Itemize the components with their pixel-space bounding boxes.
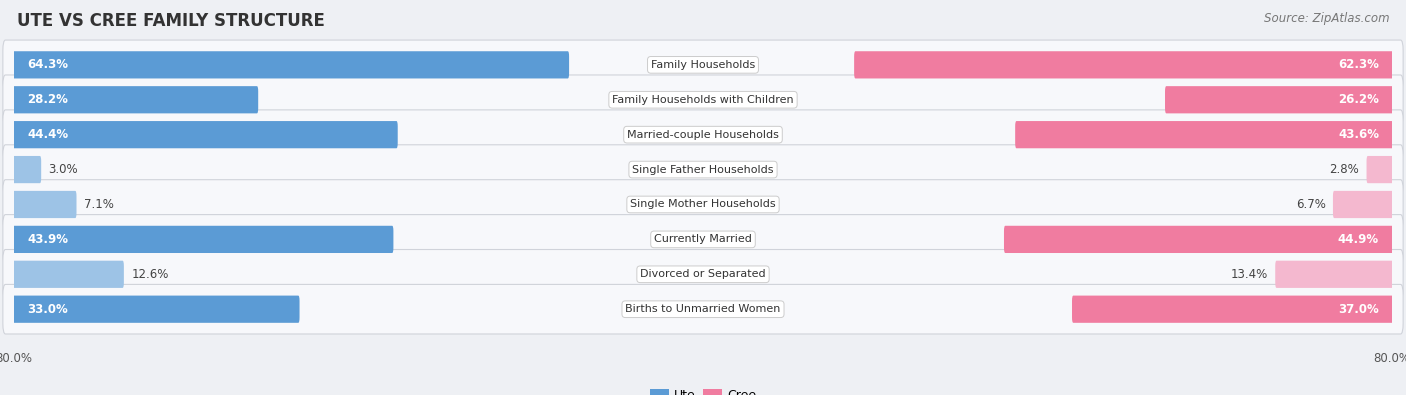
Text: Currently Married: Currently Married bbox=[654, 234, 752, 245]
FancyBboxPatch shape bbox=[3, 214, 1403, 264]
Text: Source: ZipAtlas.com: Source: ZipAtlas.com bbox=[1264, 12, 1389, 25]
Text: Married-couple Households: Married-couple Households bbox=[627, 130, 779, 140]
Text: Single Mother Households: Single Mother Households bbox=[630, 199, 776, 209]
FancyBboxPatch shape bbox=[3, 75, 1403, 124]
FancyBboxPatch shape bbox=[3, 284, 1403, 334]
FancyBboxPatch shape bbox=[1015, 121, 1393, 148]
Text: 43.9%: 43.9% bbox=[27, 233, 67, 246]
Text: 37.0%: 37.0% bbox=[1339, 303, 1379, 316]
FancyBboxPatch shape bbox=[13, 295, 299, 323]
FancyBboxPatch shape bbox=[1275, 261, 1393, 288]
FancyBboxPatch shape bbox=[3, 180, 1403, 229]
FancyBboxPatch shape bbox=[3, 145, 1403, 194]
FancyBboxPatch shape bbox=[3, 110, 1403, 160]
FancyBboxPatch shape bbox=[13, 121, 398, 148]
FancyBboxPatch shape bbox=[1333, 191, 1393, 218]
Text: 13.4%: 13.4% bbox=[1230, 268, 1268, 281]
FancyBboxPatch shape bbox=[13, 261, 124, 288]
Text: 6.7%: 6.7% bbox=[1296, 198, 1326, 211]
Text: 28.2%: 28.2% bbox=[27, 93, 67, 106]
FancyBboxPatch shape bbox=[1367, 156, 1393, 183]
FancyBboxPatch shape bbox=[13, 156, 41, 183]
Text: 12.6%: 12.6% bbox=[131, 268, 169, 281]
FancyBboxPatch shape bbox=[13, 226, 394, 253]
Text: UTE VS CREE FAMILY STRUCTURE: UTE VS CREE FAMILY STRUCTURE bbox=[17, 12, 325, 30]
Text: 62.3%: 62.3% bbox=[1339, 58, 1379, 71]
FancyBboxPatch shape bbox=[1166, 86, 1393, 113]
Text: 44.9%: 44.9% bbox=[1339, 233, 1379, 246]
Text: Family Households: Family Households bbox=[651, 60, 755, 70]
FancyBboxPatch shape bbox=[13, 51, 569, 79]
Text: 3.0%: 3.0% bbox=[48, 163, 79, 176]
FancyBboxPatch shape bbox=[1071, 295, 1393, 323]
Text: Family Households with Children: Family Households with Children bbox=[612, 95, 794, 105]
Text: 2.8%: 2.8% bbox=[1330, 163, 1360, 176]
Text: Divorced or Separated: Divorced or Separated bbox=[640, 269, 766, 279]
FancyBboxPatch shape bbox=[1004, 226, 1393, 253]
Text: 43.6%: 43.6% bbox=[1339, 128, 1379, 141]
FancyBboxPatch shape bbox=[13, 191, 76, 218]
Text: Single Father Households: Single Father Households bbox=[633, 165, 773, 175]
FancyBboxPatch shape bbox=[13, 86, 259, 113]
Text: Births to Unmarried Women: Births to Unmarried Women bbox=[626, 304, 780, 314]
Text: 64.3%: 64.3% bbox=[27, 58, 67, 71]
FancyBboxPatch shape bbox=[853, 51, 1393, 79]
Text: 44.4%: 44.4% bbox=[27, 128, 67, 141]
FancyBboxPatch shape bbox=[3, 40, 1403, 90]
Text: 7.1%: 7.1% bbox=[84, 198, 114, 211]
FancyBboxPatch shape bbox=[3, 250, 1403, 299]
Text: 26.2%: 26.2% bbox=[1339, 93, 1379, 106]
Legend: Ute, Cree: Ute, Cree bbox=[645, 384, 761, 395]
Text: 33.0%: 33.0% bbox=[27, 303, 67, 316]
